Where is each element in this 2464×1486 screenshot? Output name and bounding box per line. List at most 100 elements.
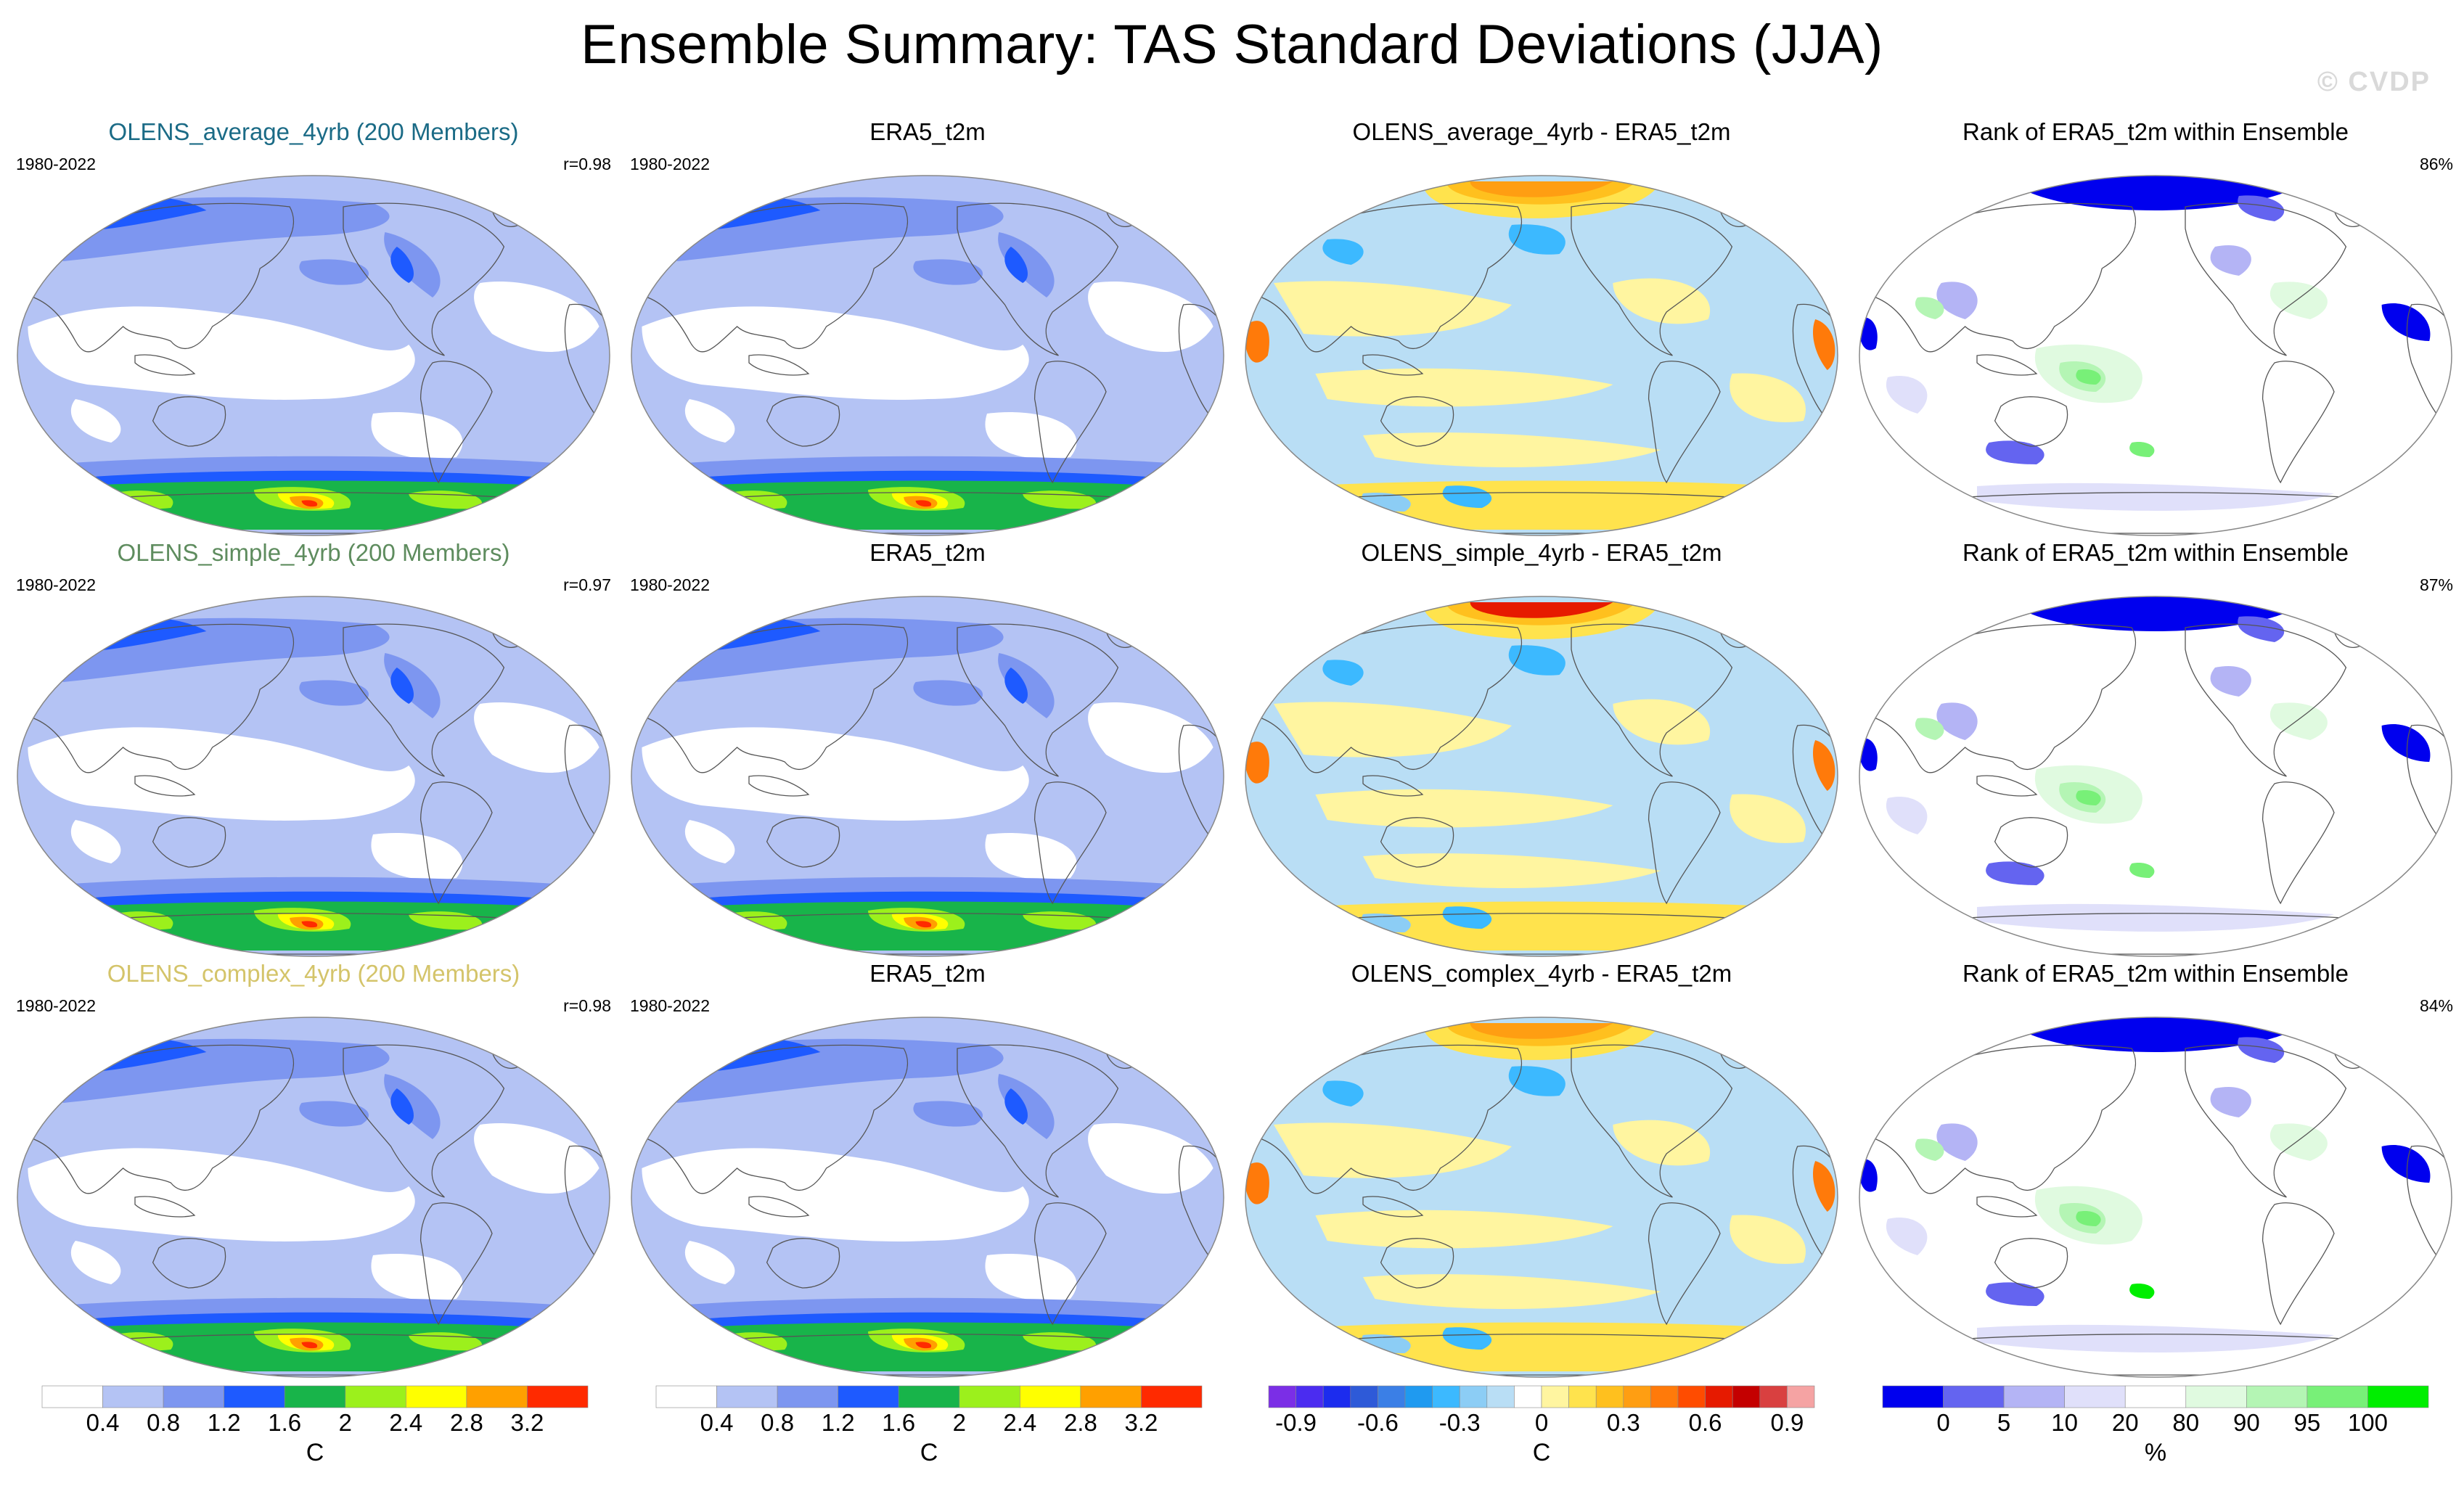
period-label: 1980-2022 [630, 996, 710, 1015]
coastline-indo [1976, 1196, 2038, 1218]
colorbar-swatch [1296, 1385, 1324, 1408]
field-contour-region [70, 820, 121, 863]
field-contour-region [2269, 282, 2328, 319]
field-contour-region [1322, 1080, 1364, 1107]
field-contour-region [913, 259, 983, 285]
colorbar-swatch [716, 1385, 778, 1408]
field-contour-region [1442, 485, 1492, 508]
colorbar-swatch [1486, 1385, 1515, 1408]
field-contour-region [1730, 373, 1806, 422]
field-contour-region [684, 399, 735, 443]
coastline-namer [343, 1044, 505, 1198]
coastlines [1261, 191, 1838, 534]
coastline-aus [766, 817, 840, 868]
field-contour-region [28, 727, 415, 821]
coastline-asia [647, 1044, 908, 1194]
field-contour-region [985, 1254, 1077, 1301]
field-contour-region [1508, 224, 1565, 255]
coastline-indo [1362, 1196, 1424, 1218]
colorbar-swatch [1882, 1385, 1944, 1408]
coastline-namer [2185, 623, 2347, 777]
coastline-aus [152, 396, 226, 447]
colorbar-tick-label: 2.4 [389, 1409, 422, 1436]
colorbar-unit-label: C [920, 1439, 938, 1466]
panel-title: OLENS_average_4yrb - ERA5_t2m [1352, 118, 1731, 145]
colorbar-tick-label: -0.9 [1275, 1409, 1317, 1436]
colorbar-swatch [1322, 1385, 1351, 1408]
field-contour-region [1977, 483, 2334, 511]
field-contour-region [1274, 1122, 1512, 1178]
field-contour-region [2000, 176, 2311, 210]
coastline-aus [152, 1238, 226, 1289]
colorbar-swatch [1514, 1385, 1542, 1408]
field-contour-region [371, 412, 463, 459]
coastline-namer [957, 1044, 1119, 1198]
pattern-correlation-label: r=0.98 [563, 155, 611, 173]
map-panel-diff-row3: OLENS_complex_4yrb - ERA5_t2m [1244, 959, 1839, 1380]
field-contour-region [1442, 906, 1492, 929]
coastline-africa [564, 303, 610, 429]
field-contour-region [1088, 282, 1213, 352]
field-contour-region [1315, 368, 1613, 407]
colorbar-swatch [655, 1385, 717, 1408]
colorbar-swatches: 0 5 10 20 80 90 95 100 [1882, 1385, 2429, 1436]
field-contour-region [1245, 1162, 1269, 1204]
field-contour-region [1915, 1138, 1944, 1161]
coastline-namer [343, 202, 505, 356]
colorbar-tick-label: 10 [2051, 1409, 2078, 1436]
field-contour-region [684, 820, 735, 863]
map-panel-obs-row1: ERA5_t2m 1980-2022 [630, 118, 1225, 538]
field-contour-region [1274, 281, 1512, 337]
coastline-samer [2262, 361, 2335, 484]
colorbar-swatch [1459, 1385, 1488, 1408]
field-contour-region [1470, 181, 1613, 197]
pattern-correlation-label: r=0.98 [563, 996, 611, 1015]
field-background [1859, 176, 2452, 535]
colorbar-swatch [1350, 1385, 1378, 1408]
map-panel-diff-row1: OLENS_average_4yrb - ERA5_t2m [1244, 118, 1839, 538]
map-frame [631, 596, 1224, 957]
field-contour-region [1915, 297, 1944, 319]
coastline-africa [1178, 303, 1224, 429]
field-contour-region [2238, 1037, 2285, 1063]
colorbar-swatch [1080, 1385, 1142, 1408]
panel-title: ERA5_t2m [869, 960, 986, 987]
colorbar-swatch [1732, 1385, 1761, 1408]
coastline-namer [343, 623, 505, 777]
colorbar-swatches: 0.4 0.8 1.2 1.6 2 2.4 2.8 3.2 [655, 1385, 1203, 1436]
colorbar-diff-3: -0.9 -0.6 -0.3 0 0.3 0.6 0.9 C [1268, 1385, 1815, 1480]
period-label: 1980-2022 [16, 996, 96, 1015]
coastline-namer [2185, 1044, 2347, 1198]
map-frame [1245, 175, 1838, 536]
field-contour-region [371, 1254, 463, 1301]
colorbar-tick-label: 95 [2294, 1409, 2321, 1436]
colorbar-tick-label: 0.8 [761, 1409, 794, 1436]
coastline-indo [1976, 354, 2038, 376]
coastline-asia [1261, 623, 1522, 773]
field-contour-region [390, 247, 414, 283]
coastline-namer [1571, 1044, 1733, 1198]
colorbar-swatch [1787, 1385, 1815, 1408]
field-contour-region [2129, 442, 2155, 457]
period-label: 1980-2022 [16, 155, 96, 173]
field-contour-region [913, 680, 983, 706]
map-canvas [17, 596, 610, 957]
field-contour-region [390, 668, 414, 704]
coastline-indo [748, 1196, 810, 1218]
field-contour-region [2129, 1284, 2155, 1299]
field-contour-region [1004, 247, 1028, 283]
colorbar-unit-label: C [1532, 1439, 1551, 1466]
field-contour-region [474, 702, 599, 773]
field-contour-region [28, 1148, 415, 1241]
map-canvas [1245, 175, 1838, 536]
colorbar-swatch [284, 1385, 346, 1408]
colorbar-swatch [1268, 1385, 1296, 1408]
map-frame [17, 596, 610, 957]
coastline-indo [748, 775, 810, 797]
coastline-africa [1792, 1145, 1838, 1271]
colorbar-swatch [898, 1385, 960, 1408]
map-canvas [631, 175, 1224, 536]
field-contour-region [299, 1101, 369, 1127]
field-contour-region [70, 399, 121, 443]
field-contour-region [642, 727, 1029, 821]
